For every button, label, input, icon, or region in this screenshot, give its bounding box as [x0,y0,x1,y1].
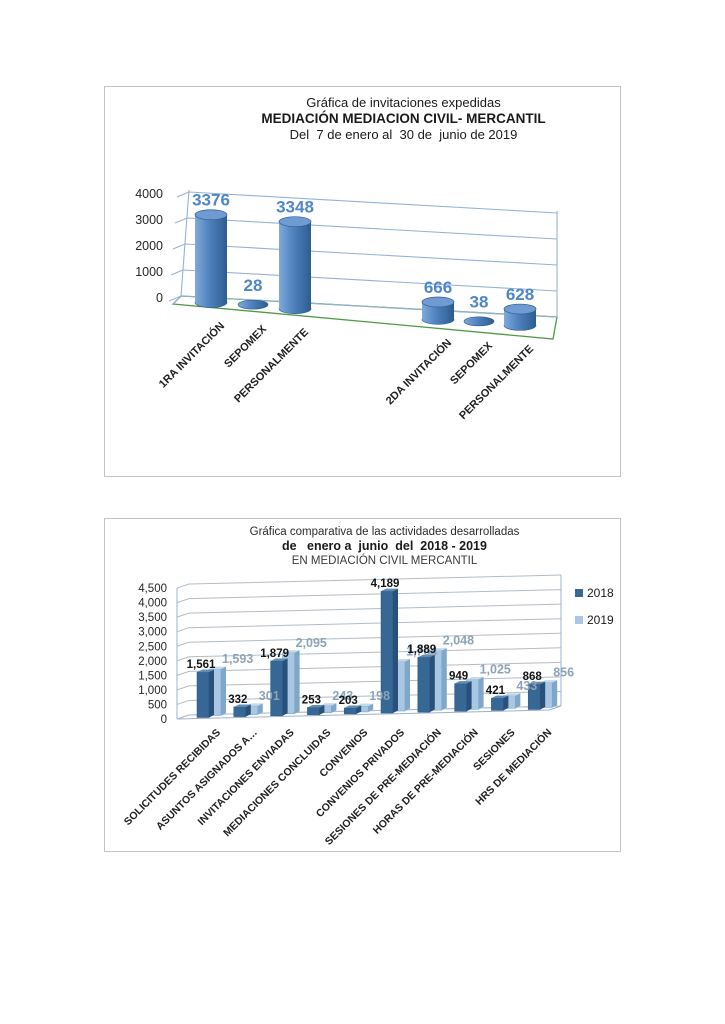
bar-group-7 [454,676,484,712]
svg-text:1,593: 1,593 [222,652,253,666]
cylinder-bar-3 [421,296,455,325]
svg-text:3,000: 3,000 [138,627,167,639]
svg-text:SEPOMEX: SEPOMEX [222,323,269,370]
svg-text:SEPOMEX: SEPOMEX [448,340,495,387]
bar-group-9 [527,680,558,710]
svg-text:421: 421 [486,685,506,697]
chart2-legend: 2018 2019 [575,586,614,627]
chart2-y-axis-labels: 0 500 1,000 1,500 2,000 2,500 3,000 3,500 4,000 4… [138,583,167,726]
svg-text:856: 856 [553,666,574,680]
svg-text:1,704: 1,704 [406,644,437,658]
bar-group-4 [343,703,374,715]
svg-text:500: 500 [148,699,167,711]
chart1-cylinders [194,209,537,331]
comparative-column-chart: 0 500 1,000 1,500 2,000 2,500 3,000 3,500 4,000 4… [122,574,614,848]
bar-group-0 [196,666,226,718]
svg-text:301: 301 [259,689,280,703]
cylinder-bar-1 [237,299,269,310]
chart2-subtitle2: EN MEDIACIÓN CIVIL MERCANTIL [291,555,478,567]
svg-text:253: 253 [302,694,321,706]
legend-item-2018: 2018 [575,586,614,600]
svg-text:2000: 2000 [135,239,163,253]
legend-swatch-2019 [575,616,583,624]
svg-text:868: 868 [523,671,543,683]
svg-text:2,000: 2,000 [138,656,167,668]
chart1-floor [171,295,558,340]
bar-group-5 [380,588,410,714]
svg-text:1000: 1000 [135,265,163,279]
chart1-title: Gráfica de invitaciones expedidas [306,95,501,110]
svg-text:28: 28 [244,276,263,295]
svg-text:3376: 3376 [192,191,230,210]
svg-text:949: 949 [449,671,468,683]
chart1-y-axis-labels: 0 1000 2000 3000 4000 [135,187,163,305]
svg-text:3348: 3348 [276,198,314,217]
svg-text:2,500: 2,500 [138,641,167,653]
svg-text:PERSONALMENTE: PERSONALMENTE [232,326,311,405]
svg-text:1RA INVITACIÓN: 1RA INVITACIÓN [156,319,227,390]
svg-text:3,500: 3,500 [138,612,167,624]
chart2-title-block: Gráfica comparativa de las actividades d… [153,525,616,568]
chart2-title: Gráfica comparativa de las actividades d… [249,526,520,538]
svg-text:2DA INVITACIÓN: 2DA INVITACIÓN [383,336,454,407]
legend-item-2019: 2019 [575,613,614,627]
svg-text:1,561: 1,561 [187,659,216,671]
svg-text:0: 0 [156,291,163,305]
svg-text:38: 38 [470,292,489,311]
bar-group-8 [491,693,521,711]
chart1-subtitle: MEDIACIÓN MEDIACION CIVIL- MERCANTIL [261,111,546,126]
svg-text:4,189: 4,189 [371,578,400,590]
chart1-period: Del 7 de enero al 30 de junio de 2019 [289,127,518,142]
svg-text:4,500: 4,500 [138,583,167,595]
svg-text:666: 666 [424,278,452,297]
chart2-subtitle: de enero a junio del 2018 - 2019 [282,539,487,553]
chart2-bars [196,588,558,718]
bar-group-2 [270,650,300,716]
svg-text:2,095: 2,095 [296,636,327,650]
svg-text:433: 433 [516,679,537,693]
chart1-title-block: Gráfica de invitaciones expedidas MEDIAC… [195,95,612,143]
svg-text:198: 198 [369,689,390,703]
bar-group-1 [233,703,263,717]
svg-text:3000: 3000 [135,213,163,227]
svg-text:1,000: 1,000 [138,685,167,697]
invitations-chart-frame: Gráfica de invitaciones expedidas MEDIAC… [104,86,621,477]
comparative-chart-frame: Gráfica comparativa de las actividades d… [104,518,621,852]
svg-text:203: 203 [339,695,358,707]
cylinder-bar-4 [463,316,495,327]
svg-text:4,000: 4,000 [138,598,167,610]
chart1-y-axis-line [172,189,190,305]
legend-label-2018: 2018 [587,586,614,600]
svg-text:628: 628 [506,285,534,304]
bar-group-6 [417,648,447,713]
svg-text:1,889: 1,889 [407,644,436,656]
svg-text:1,025: 1,025 [480,662,511,676]
legend-label-2019: 2019 [587,613,614,627]
svg-text:243: 243 [332,689,353,703]
svg-text:2,048: 2,048 [443,634,474,648]
cylinder-bar-2 [278,216,312,315]
cylinder-bar-5 [503,303,537,331]
svg-text:1,500: 1,500 [138,670,167,682]
svg-text:332: 332 [228,694,247,706]
invitations-cylinder-chart: 0 1000 2000 3000 4000 3376 28 3348 666 38 628 1RA I… [135,187,558,422]
svg-text:0: 0 [161,714,167,726]
bar-group-3 [307,703,337,716]
svg-text:4000: 4000 [135,187,163,201]
chart1-gridlines [168,191,558,318]
chart1-data-labels: 3376 28 3348 666 38 628 [192,191,534,312]
cylinder-bar-0 [194,209,228,308]
svg-text:PERSONALMENTE: PERSONALMENTE [457,343,536,422]
svg-text:1,879: 1,879 [260,648,289,660]
legend-swatch-2018 [575,589,583,597]
